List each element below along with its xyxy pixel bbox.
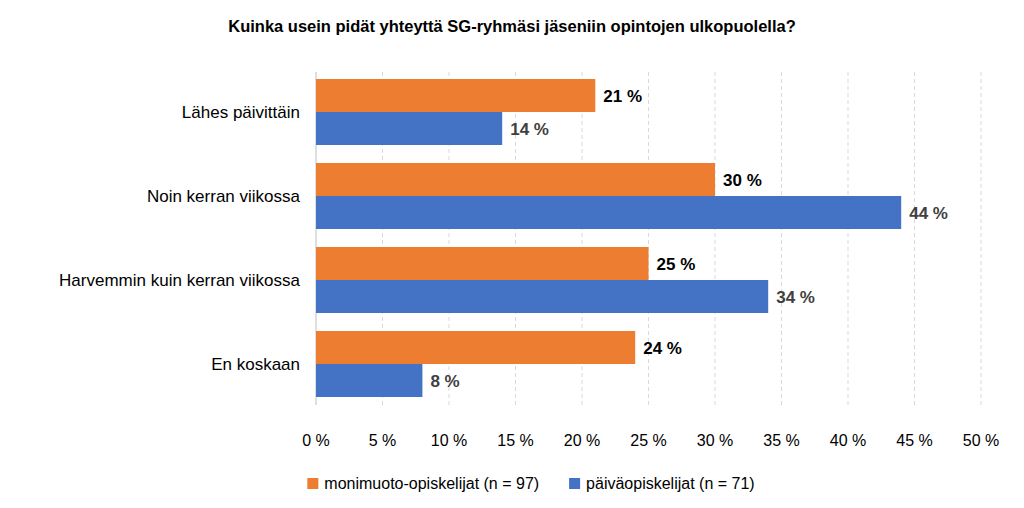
legend-swatch [307,478,318,489]
data-label: 44 % [909,204,948,223]
data-label: 34 % [776,288,815,307]
tick-label: 0 % [302,432,330,449]
bar [316,331,635,364]
title: Kuinka usein pidät yhteyttä SG-ryhmäsi j… [228,17,796,35]
bar [316,247,649,280]
tick-label: 50 % [963,432,999,449]
bar [316,280,768,313]
tick-label: 40 % [830,432,866,449]
tick-label: 35 % [763,432,799,449]
tick-label: 30 % [697,432,733,449]
tick-label: 45 % [896,432,932,449]
grid-line [914,72,915,405]
bar [316,163,715,196]
legend-label: päiväopiskelijat (n = 71) [586,475,755,492]
data-label: 30 % [723,171,762,190]
bar [316,112,502,145]
category-label: En koskaan [211,355,300,374]
data-label: 25 % [657,255,696,274]
grid-line [981,72,982,405]
bar [316,79,595,112]
legend-swatch [569,478,580,489]
category-label: Harvemmin kuin kerran viikossa [59,271,300,290]
tick-label: 5 % [369,432,397,449]
grid-line [715,72,716,405]
bar [316,196,901,229]
tick-label: 15 % [497,432,533,449]
data-labels: 21 % 14 % 30 % 44 % 25 % 34 % 24 % 8 % [430,87,948,391]
category-label: Lähes päivittäin [182,103,300,122]
tick-label: 20 % [564,432,600,449]
grid-line [848,72,849,405]
bar [316,364,422,397]
bars [316,79,901,397]
chart: Kuinka usein pidät yhteyttä SG-ryhmäsi j… [0,0,1024,508]
category-label: Noin kerran viikossa [147,187,301,206]
tick-label: 10 % [431,432,467,449]
data-label: 8 % [430,372,459,391]
tick-label: 25 % [630,432,666,449]
grid-line [781,72,782,405]
data-label: 21 % [603,87,642,106]
legend: monimuoto-opiskelijat (n = 97) päiväopisk… [307,475,754,492]
legend-label: monimuoto-opiskelijat (n = 97) [324,475,539,492]
data-label: 14 % [510,120,549,139]
data-label: 24 % [643,339,682,358]
